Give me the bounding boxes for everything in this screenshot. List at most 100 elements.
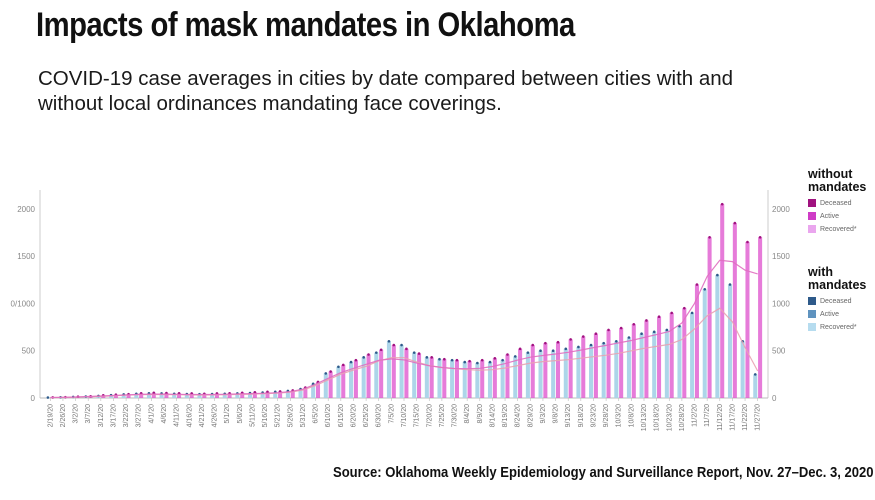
- bar-without-mandates: [290, 390, 295, 398]
- bar-with-mandates: [727, 284, 733, 398]
- y-tick-label-left: 2000: [17, 205, 35, 214]
- x-tick-label: 4/11/20: [174, 404, 181, 427]
- x-tick-label: 7/10/20: [401, 404, 408, 427]
- bar-with-mandates: [222, 393, 227, 398]
- point-without-mandates: [443, 357, 446, 361]
- y-tick-label-right: 1500: [772, 252, 790, 261]
- point-with-mandates: [728, 283, 732, 286]
- bar-with-mandates: [702, 289, 707, 398]
- bar-without-mandates: [177, 393, 182, 398]
- bar-with-mandates: [210, 394, 215, 398]
- bar-with-mandates: [146, 393, 151, 398]
- bar-with-mandates: [298, 389, 303, 398]
- bar-with-mandates: [361, 357, 366, 398]
- y-tick-label-right: 1000: [772, 299, 790, 308]
- point-with-mandates: [652, 330, 656, 334]
- point-without-mandates: [392, 343, 396, 347]
- point-without-mandates: [607, 328, 610, 332]
- chart-title: Impacts of mask mandates in Oklahoma: [36, 6, 575, 44]
- point-with-mandates: [753, 373, 757, 376]
- bar-with-mandates: [424, 357, 429, 398]
- x-tick-label: 8/9/20: [477, 404, 484, 424]
- bar-without-mandates: [530, 345, 535, 398]
- x-tick-label: 9/18/20: [578, 404, 585, 427]
- bar-without-mandates: [454, 360, 459, 398]
- x-tick-label: 9/13/20: [565, 404, 572, 427]
- legend-item-without-deceased: Deceased: [808, 197, 866, 209]
- point-without-mandates: [569, 338, 572, 341]
- point-without-mandates: [594, 332, 598, 336]
- bar-with-mandates: [386, 341, 391, 398]
- legend-item-with-active: Active: [808, 308, 866, 320]
- x-tick-label: 10/18/20: [654, 404, 661, 431]
- point-without-mandates: [430, 356, 433, 359]
- bar-without-mandates: [139, 393, 144, 398]
- point-with-mandates: [501, 358, 504, 362]
- x-tick-label: 3/7/20: [85, 404, 92, 424]
- x-tick-label: 4/1/20: [148, 404, 155, 424]
- x-tick-label: 5/11/20: [249, 404, 256, 427]
- point-with-mandates: [716, 273, 719, 277]
- point-with-mandates: [46, 396, 50, 399]
- bar-with-mandates: [740, 341, 745, 398]
- point-without-mandates: [556, 340, 560, 344]
- bar-with-mandates: [260, 392, 265, 398]
- point-with-mandates: [375, 351, 378, 354]
- y-tick-label-left: 1500: [13, 252, 35, 261]
- legend-label: Recovered*: [820, 225, 857, 233]
- bar-with-mandates: [601, 343, 606, 398]
- bar-with-mandates: [134, 393, 139, 398]
- x-tick-label: 10/8/20: [628, 404, 635, 427]
- bar-with-mandates: [690, 312, 695, 398]
- point-without-mandates: [683, 306, 686, 310]
- y-tick-label-right: 0: [772, 394, 777, 403]
- point-with-mandates: [324, 372, 328, 375]
- bar-with-mandates: [311, 383, 316, 398]
- point-without-mandates: [354, 358, 358, 362]
- bar-without-mandates: [518, 348, 523, 398]
- legend-heading-without-mandates: without mandates: [808, 167, 867, 194]
- x-tick-label: 11/12/20: [717, 404, 724, 431]
- point-without-mandates: [417, 352, 421, 355]
- bar-with-mandates: [500, 360, 505, 398]
- bar-with-mandates: [753, 374, 758, 398]
- point-with-mandates: [539, 349, 542, 353]
- source-note: Source: Oklahoma Weekly Epidemiology and…: [333, 465, 874, 481]
- bar-with-mandates: [487, 362, 493, 398]
- bar-without-mandates: [315, 381, 321, 398]
- y-tick-label-left: 500: [22, 347, 36, 356]
- bar-without-mandates: [606, 329, 611, 398]
- bar-without-mandates: [442, 359, 447, 398]
- bar-without-mandates: [126, 394, 131, 398]
- point-with-mandates: [577, 345, 580, 349]
- x-tick-label: 9/3/20: [540, 404, 547, 424]
- x-tick-label: 8/14/20: [489, 404, 496, 427]
- x-tick-label: 9/28/20: [603, 404, 610, 427]
- bar-without-mandates: [593, 333, 598, 398]
- bar-with-mandates: [374, 352, 379, 398]
- x-tick-label: 5/6/20: [237, 404, 244, 424]
- bar-with-mandates: [437, 359, 442, 398]
- x-tick-label: 3/27/20: [136, 404, 143, 427]
- bar-without-mandates: [657, 316, 662, 398]
- legend-heading-with-mandates: with mandates: [808, 265, 867, 292]
- x-tick-label: 8/4/20: [464, 404, 471, 424]
- x-tick-label: 10/23/20: [666, 404, 673, 431]
- x-tick-label: 6/15/20: [338, 404, 345, 427]
- point-without-mandates: [581, 335, 585, 338]
- bar-without-mandates: [581, 336, 586, 398]
- bar-with-mandates: [184, 394, 189, 398]
- point-without-mandates: [152, 391, 156, 395]
- bar-without-mandates: [341, 364, 346, 398]
- bar-without-mandates: [555, 342, 561, 398]
- x-tick-label: 7/15/20: [414, 404, 421, 427]
- bar-without-mandates: [278, 391, 283, 398]
- point-with-mandates: [425, 356, 429, 359]
- point-without-mandates: [480, 358, 484, 362]
- x-tick-label: 5/21/20: [275, 404, 282, 427]
- point-without-mandates: [758, 235, 762, 239]
- point-without-mandates: [506, 353, 509, 356]
- x-tick-label: 11/7/20: [704, 404, 711, 427]
- bar-without-mandates: [480, 360, 485, 398]
- x-tick-label: 9/23/20: [590, 404, 597, 427]
